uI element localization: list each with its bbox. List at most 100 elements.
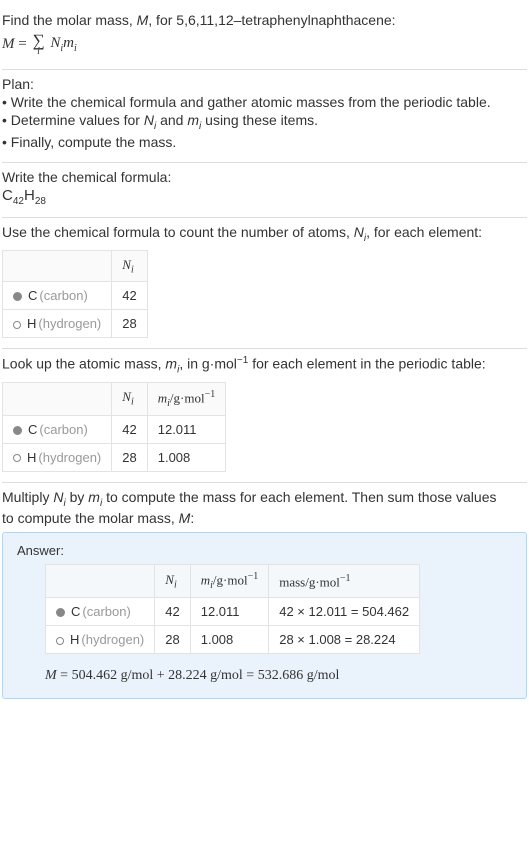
chem-C-count: 42 (13, 196, 24, 207)
elem-cell-C: C(carbon) (46, 598, 155, 626)
chem-C: C (2, 187, 13, 204)
N-value: 42 (155, 598, 190, 626)
intro-text: Find the molar mass, M, for 5,6,11,12–te… (2, 12, 527, 28)
mt-b: by (66, 489, 89, 505)
N-value: 28 (112, 443, 147, 471)
bullet-icon (56, 608, 65, 617)
intro-pre: Find the molar mass, (2, 12, 137, 28)
plan-item-3: • Finally, compute the mass. (2, 134, 527, 150)
table-row: H(hydrogen) 28 1.008 (3, 443, 226, 471)
N-value: 42 (112, 415, 147, 443)
header-mass: mass/g·mol−1 (269, 565, 420, 598)
header-Ni: Ni (112, 250, 147, 282)
h-m: m (158, 390, 167, 405)
table-row: C(carbon) 42 (3, 282, 148, 310)
m-value: 1.008 (147, 443, 225, 471)
intro-var-M: M (137, 12, 149, 28)
a-N: N (165, 572, 174, 587)
h-N: N (122, 389, 131, 404)
N-value: 42 (112, 282, 147, 310)
final-var: M (45, 668, 57, 683)
count-atoms-section: Use the chemical formula to count the nu… (2, 218, 527, 349)
a-m: m (201, 573, 210, 588)
bullet-icon (13, 426, 22, 435)
elem-name: (hydrogen) (81, 632, 144, 647)
mass-mid: , in g·mol (179, 356, 237, 372)
sigma-block: ∑ i (32, 32, 44, 57)
elem-sym: H (27, 450, 36, 465)
a-mass-exp: −1 (340, 573, 351, 584)
table-row: H(hydrogen) 28 1.008 28 × 1.008 = 28.224 (46, 626, 420, 654)
count-var: N (354, 224, 364, 240)
answer-section: Multiply Ni by mi to compute the mass fo… (2, 483, 527, 700)
N-value: 28 (112, 310, 147, 338)
final-eq: = 504.462 g/mol + 28.224 g/mol = 532.686… (57, 668, 340, 683)
a-mass-pre: mass/g·mol (279, 574, 340, 589)
header-blank (46, 565, 155, 598)
mass-pre: Look up the atomic mass, (2, 356, 165, 372)
mass-var: m (165, 356, 177, 372)
mass-table: Ni mi/g·mol−1 C(carbon) 42 12.011 H(hydr… (2, 382, 226, 472)
table-header-row: Ni mi/g·mol−1 (3, 382, 226, 415)
mt-c: to compute the mass for each element. Th… (102, 489, 496, 505)
bullet-icon (13, 292, 22, 301)
elem-name: (hydrogen) (38, 450, 101, 465)
chem-H: H (24, 187, 35, 204)
elem-sym: C (28, 422, 37, 437)
final-mass-equation: M = 504.462 g/mol + 28.224 g/mol = 532.6… (45, 668, 512, 684)
plan-section: Plan: • Write the chemical formula and g… (2, 70, 527, 163)
count-text: Use the chemical formula to count the nu… (2, 224, 527, 244)
sigma-index: i (37, 47, 40, 57)
header-blank (3, 382, 112, 415)
multiply-text-1: Multiply Ni by mi to compute the mass fo… (2, 489, 527, 509)
mass-text: Look up the atomic mass, mi, in g·mol−1 … (2, 355, 527, 375)
header-N-idx: i (131, 264, 134, 275)
header-Ni: Ni (112, 382, 147, 415)
elem-name: (carbon) (82, 604, 130, 619)
table-row: C(carbon) 42 12.011 42 × 12.011 = 504.46… (46, 598, 420, 626)
bullet-icon (13, 321, 21, 329)
eq-m-idx: i (74, 43, 77, 54)
elem-cell-H: H(hydrogen) (3, 443, 112, 471)
eq-N: N (50, 35, 60, 51)
count-table: Ni C(carbon) 42 H(hydrogen) 28 (2, 250, 148, 339)
a-N-idx: i (174, 580, 177, 591)
m-value: 12.011 (190, 598, 268, 626)
chem-formula: C42H28 (2, 187, 527, 207)
intro-post: , for 5,6,11,12–tetraphenylnaphthacene: (148, 12, 395, 28)
N-value: 28 (155, 626, 190, 654)
mt-m: m (88, 489, 100, 505)
h-unit-exp: −1 (205, 389, 216, 400)
mt-a: Multiply (2, 489, 53, 505)
bullet-icon (13, 454, 21, 462)
elem-cell-C: C(carbon) (3, 415, 112, 443)
elem-cell-H: H(hydrogen) (3, 310, 112, 338)
elem-sym: H (27, 316, 36, 331)
elem-name: (carbon) (39, 288, 87, 303)
answer-label: Answer: (17, 543, 512, 558)
elem-sym: C (71, 604, 80, 619)
elem-sym: H (70, 632, 79, 647)
eq-lhs: M (2, 36, 15, 53)
h-N-idx: i (131, 397, 134, 408)
count-post: , for each element: (366, 224, 482, 240)
mt-2a: to compute the molar mass, (2, 510, 179, 526)
mt-M: M (179, 510, 191, 526)
mt-N: N (53, 489, 63, 505)
chem-formula-title: Write the chemical formula: (2, 169, 527, 185)
eq-term-Ni: Nimi (47, 35, 77, 54)
bullet-icon (56, 637, 64, 645)
mass-exp: −1 (237, 355, 248, 366)
intro-section: Find the molar mass, M, for 5,6,11,12–te… (2, 6, 527, 70)
chem-formula-section: Write the chemical formula: C42H28 (2, 163, 527, 218)
elem-sym: C (28, 288, 37, 303)
mass-post: for each element in the periodic table: (248, 356, 485, 372)
eq-equals: = (15, 36, 31, 53)
header-blank (3, 250, 112, 282)
calc-value: 42 × 12.011 = 504.462 (269, 598, 420, 626)
answer-table: Ni mi/g·mol−1 mass/g·mol−1 C(carbon) 42 … (45, 564, 420, 654)
table-header-row: Ni (3, 250, 148, 282)
table-row: H(hydrogen) 28 (3, 310, 148, 338)
count-pre: Use the chemical formula to count the nu… (2, 224, 354, 240)
chem-H-count: 28 (35, 196, 46, 207)
